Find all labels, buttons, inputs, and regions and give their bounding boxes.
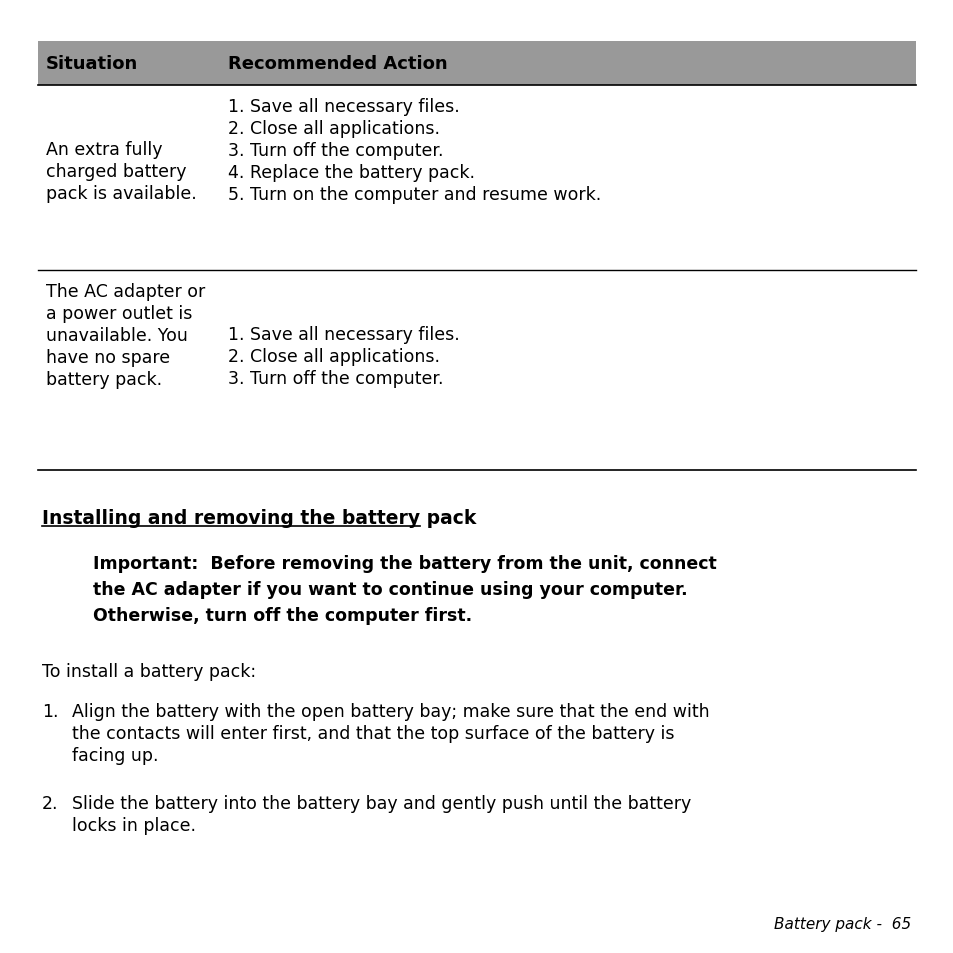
Text: have no spare: have no spare [46, 349, 170, 367]
Text: Installing and removing the battery pack: Installing and removing the battery pack [42, 509, 476, 527]
Text: battery pack.: battery pack. [46, 371, 162, 389]
Text: Battery pack -  65: Battery pack - 65 [773, 916, 910, 931]
Text: To install a battery pack:: To install a battery pack: [42, 662, 255, 680]
Text: 4. Replace the battery pack.: 4. Replace the battery pack. [228, 164, 475, 182]
Text: 2. Close all applications.: 2. Close all applications. [228, 348, 439, 366]
Text: 2. Close all applications.: 2. Close all applications. [228, 120, 439, 138]
Text: locks in place.: locks in place. [71, 816, 195, 834]
Text: charged battery: charged battery [46, 163, 186, 181]
Bar [38, 42, 915, 86]
Text: 3. Turn off the computer.: 3. Turn off the computer. [228, 370, 443, 388]
Text: Align the battery with the open battery bay; make sure that the end with: Align the battery with the open battery … [71, 702, 709, 720]
Text: the contacts will enter first, and that the top surface of the battery is: the contacts will enter first, and that … [71, 724, 674, 742]
Text: Situation: Situation [46, 55, 138, 73]
Text: 2.: 2. [42, 794, 58, 812]
Text: The AC adapter or: The AC adapter or [46, 283, 205, 301]
Text: facing up.: facing up. [71, 746, 158, 764]
Text: An extra fully: An extra fully [46, 141, 162, 159]
Text: Slide the battery into the battery bay and gently push until the battery: Slide the battery into the battery bay a… [71, 794, 691, 812]
Text: the AC adapter if you want to continue using your computer.: the AC adapter if you want to continue u… [92, 580, 687, 598]
Text: 3. Turn off the computer.: 3. Turn off the computer. [228, 142, 443, 160]
Text: Otherwise, turn off the computer first.: Otherwise, turn off the computer first. [92, 606, 472, 624]
Text: a power outlet is: a power outlet is [46, 305, 193, 323]
Text: 1.: 1. [42, 702, 58, 720]
Text: 1. Save all necessary files.: 1. Save all necessary files. [228, 326, 459, 344]
Text: 1. Save all necessary files.: 1. Save all necessary files. [228, 98, 459, 116]
Text: Important:  Before removing the battery from the unit, connect: Important: Before removing the battery f… [92, 555, 716, 573]
Text: 5. Turn on the computer and resume work.: 5. Turn on the computer and resume work. [228, 186, 600, 204]
Text: unavailable. You: unavailable. You [46, 327, 188, 345]
Text: pack is available.: pack is available. [46, 185, 196, 203]
Text: Recommended Action: Recommended Action [228, 55, 447, 73]
